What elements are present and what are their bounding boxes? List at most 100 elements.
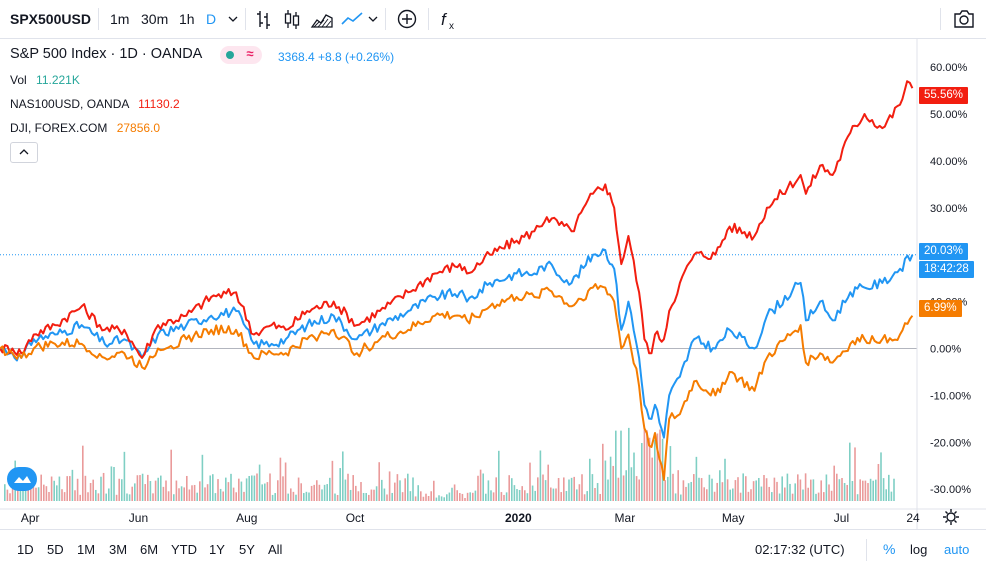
volume-bar xyxy=(734,480,737,501)
camera-icon[interactable] xyxy=(952,0,976,38)
bar-style-icon[interactable] xyxy=(254,0,274,38)
volume-bar xyxy=(240,481,243,501)
volume-bar xyxy=(537,477,539,501)
volume-bar xyxy=(830,490,833,501)
volume-bar xyxy=(825,474,828,501)
volume-bar xyxy=(630,467,633,501)
volume-bar xyxy=(838,479,841,501)
volume-label[interactable]: Vol xyxy=(10,73,27,87)
symbol-search[interactable]: SPX500USD xyxy=(10,11,91,27)
chevron-down-icon[interactable] xyxy=(367,0,381,38)
volume-bar xyxy=(331,460,334,501)
volume-bar xyxy=(812,479,815,501)
volume-bar xyxy=(625,470,627,501)
volume-bar xyxy=(716,482,718,501)
volume-bar xyxy=(568,479,570,501)
volume-bar xyxy=(784,487,786,501)
volume-bar xyxy=(199,481,201,501)
nas100-label[interactable]: NAS100USD, OANDA xyxy=(10,97,129,111)
dji-label[interactable]: DJI, FOREX.COM xyxy=(10,121,108,135)
volume-bar xyxy=(417,485,419,501)
price-chart[interactable]: 60.00%50.00%40.00%30.00%20.00%10.00%0.00… xyxy=(0,39,986,529)
interval-1h[interactable]: 1h xyxy=(179,11,195,27)
volume-bar xyxy=(534,490,536,501)
range-6m[interactable]: 6M xyxy=(140,542,159,557)
range-1d[interactable]: 1D xyxy=(17,542,34,557)
volume-bar xyxy=(71,469,74,501)
main-series-title[interactable]: S&P 500 Index · 1D · OANDA xyxy=(10,46,203,62)
volume-bar xyxy=(407,473,409,501)
auto-scale-toggle[interactable]: auto xyxy=(944,542,970,557)
volume-bar xyxy=(113,467,115,501)
volume-bar xyxy=(524,490,526,501)
range-all[interactable]: All xyxy=(268,542,283,557)
time-axis-tick-label: Aug xyxy=(236,511,257,525)
log-scale-toggle[interactable]: log xyxy=(910,542,928,557)
range-1m[interactable]: 1M xyxy=(77,542,96,557)
volume-bar xyxy=(394,482,396,501)
range-3m[interactable]: 3M xyxy=(109,542,128,557)
volume-bar xyxy=(768,486,770,501)
range-1y[interactable]: 1Y xyxy=(209,542,225,557)
range-5d[interactable]: 5D xyxy=(47,542,64,557)
line-style-icon[interactable] xyxy=(340,0,364,38)
legend-nas100: NAS100USD, OANDA 11130.2 xyxy=(10,97,180,111)
volume-bar xyxy=(729,489,731,501)
volume-bar xyxy=(617,477,620,501)
volume-bar xyxy=(539,450,542,501)
bar-countdown: 18:42:28 xyxy=(919,261,974,278)
volume-bar xyxy=(183,487,185,501)
utc-clock[interactable]: 02:17:32 (UTC) xyxy=(755,542,845,557)
range-5y[interactable]: 5Y xyxy=(239,542,255,557)
svg-text:x: x xyxy=(449,21,454,32)
legend-status-pill[interactable]: ≈ xyxy=(220,46,262,64)
volume-bar xyxy=(466,492,469,501)
range-ytd[interactable]: YTD xyxy=(171,542,197,557)
main-series-values: 3368.4 +8.8 (+0.26%) xyxy=(278,50,395,64)
volume-bar xyxy=(531,485,534,501)
chart-settings-icon[interactable] xyxy=(943,509,959,525)
volume-bar xyxy=(214,493,217,501)
candle-style-icon[interactable] xyxy=(282,0,302,38)
collapse-legend-button[interactable] xyxy=(10,142,38,163)
volume-bar xyxy=(6,489,9,501)
price-axis: 60.00%50.00%40.00%30.00%20.00%10.00%0.00… xyxy=(930,62,971,496)
volume-bar xyxy=(628,427,630,501)
area-style-icon[interactable] xyxy=(310,0,334,38)
volume-bar xyxy=(581,474,583,501)
volume-bar xyxy=(755,480,757,501)
volume-bar xyxy=(412,477,414,501)
chevron-down-icon[interactable] xyxy=(227,0,241,38)
volume-bar xyxy=(30,488,32,501)
time-axis-tick-label: Apr xyxy=(21,511,40,525)
interval-d[interactable]: D xyxy=(206,11,217,27)
interval-30m[interactable]: 30m xyxy=(141,11,169,27)
volume-bar xyxy=(474,490,477,501)
volume-bar xyxy=(245,478,248,501)
volume-bar xyxy=(700,478,703,501)
volume-bar xyxy=(815,493,817,501)
tradingview-logo[interactable] xyxy=(7,467,37,491)
compare-add-icon[interactable] xyxy=(396,0,418,38)
volume-bar xyxy=(641,443,643,501)
volume-bar xyxy=(404,478,406,501)
volume-bar xyxy=(620,430,622,501)
percent-scale-toggle[interactable]: % xyxy=(883,541,896,557)
interval-1m[interactable]: 1m xyxy=(110,11,130,27)
volume-bar xyxy=(573,476,575,501)
volume-bar xyxy=(713,491,716,501)
volume-bar xyxy=(880,452,882,501)
volume-bar xyxy=(817,492,820,501)
volume-bar xyxy=(516,489,518,501)
volume-bar xyxy=(851,480,854,501)
volume-bar xyxy=(438,495,440,501)
price-axis-tick-label: 40.00% xyxy=(930,156,968,168)
volume-bar xyxy=(609,456,612,501)
volume-bar xyxy=(115,494,118,501)
time-axis-tick-label: 2020 xyxy=(505,511,532,525)
volume-bar xyxy=(266,482,269,501)
volume-bar xyxy=(500,492,503,501)
volume-bar xyxy=(529,462,531,501)
volume-bar xyxy=(505,492,508,501)
